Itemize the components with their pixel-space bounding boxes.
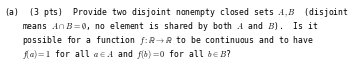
Text: $f(a) = 1$ for all $a \in A$ and $f(b) = 0$ for all $b \in B$?: $f(a) = 1$ for all $a \in A$ and $f(b) =… <box>22 48 232 61</box>
Text: possible for a function $f : \mathbb{R} \to \mathbb{R}$ to be continuous and to : possible for a function $f : \mathbb{R} … <box>22 34 314 47</box>
Text: means $A \cap B = \emptyset$, no element is shared by both $A$ and $B$).  Is it: means $A \cap B = \emptyset$, no element… <box>22 20 319 33</box>
Text: (a)  (3 pts)  Provide two disjoint nonempty closed sets $A, B$  (disjoint: (a) (3 pts) Provide two disjoint nonempt… <box>4 6 349 19</box>
